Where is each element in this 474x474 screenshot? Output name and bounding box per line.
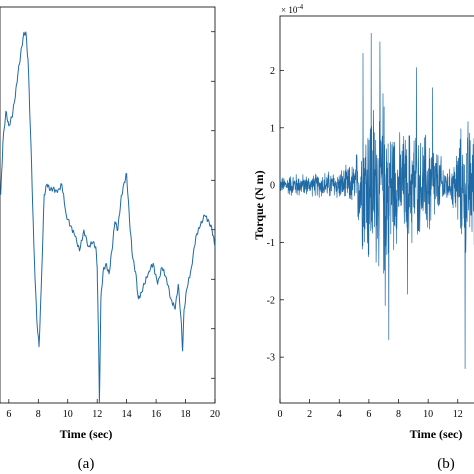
panel-b-y-tick-label: -1 (267, 238, 275, 249)
panel-b-y-tick-label: 2 (270, 66, 275, 77)
panel-a-chart: 6 8 10 12 14 16 18 20 Time (sec) (a) (0, 6, 220, 472)
panel-b-x-tick-label: 2 (307, 409, 312, 420)
panel-a-x-tick-label: 6 (6, 409, 11, 420)
panel-b-x-tick-label: 12 (453, 409, 463, 420)
panel-a-x-tick-label: 20 (210, 409, 220, 420)
panel-b-x-axis-title: Time (sec) (410, 427, 463, 441)
panel-b-y-axis-title: Torque (N m) (252, 170, 266, 239)
panel-b-y-tick-label: 0 (270, 181, 275, 192)
panel-b-y-tick-label: 1 (270, 123, 275, 134)
panel-a-label: (a) (78, 456, 95, 472)
panel-a-x-tick-label: 18 (181, 409, 191, 420)
panel-b-x-tick-label: 10 (423, 409, 433, 420)
panel-b-x-tick-label: 4 (337, 409, 342, 420)
panel-b-series-line (279, 32, 474, 369)
panel-a-x-tick-label: 16 (151, 409, 161, 420)
panel-b-x-tick-label: 8 (396, 409, 401, 420)
panel-b-label: (b) (437, 456, 455, 472)
panel-b-y-tick-label: -3 (267, 353, 275, 364)
panel-a-x-axis-title: Time (sec) (60, 427, 113, 441)
panel-b-x-tick-label: 6 (366, 409, 371, 420)
panel-a-x-tick-label: 14 (122, 409, 132, 420)
panel-b-y-tick-label: -2 (267, 295, 275, 306)
panel-a-x-tick-label: 10 (63, 409, 73, 420)
panel-a-series-line (0, 31, 216, 404)
panel-b-axis-exponent: × 10-4 (281, 3, 304, 15)
panel-a-x-ticks: 6 8 10 12 14 16 18 20 (6, 31, 220, 420)
panel-a-plot-frame (0, 6, 216, 404)
panel-a-x-tick-label: 8 (36, 409, 41, 420)
panel-b-x-tick-label: 0 (278, 409, 283, 420)
panel-a-x-tick-label: 12 (92, 409, 102, 420)
